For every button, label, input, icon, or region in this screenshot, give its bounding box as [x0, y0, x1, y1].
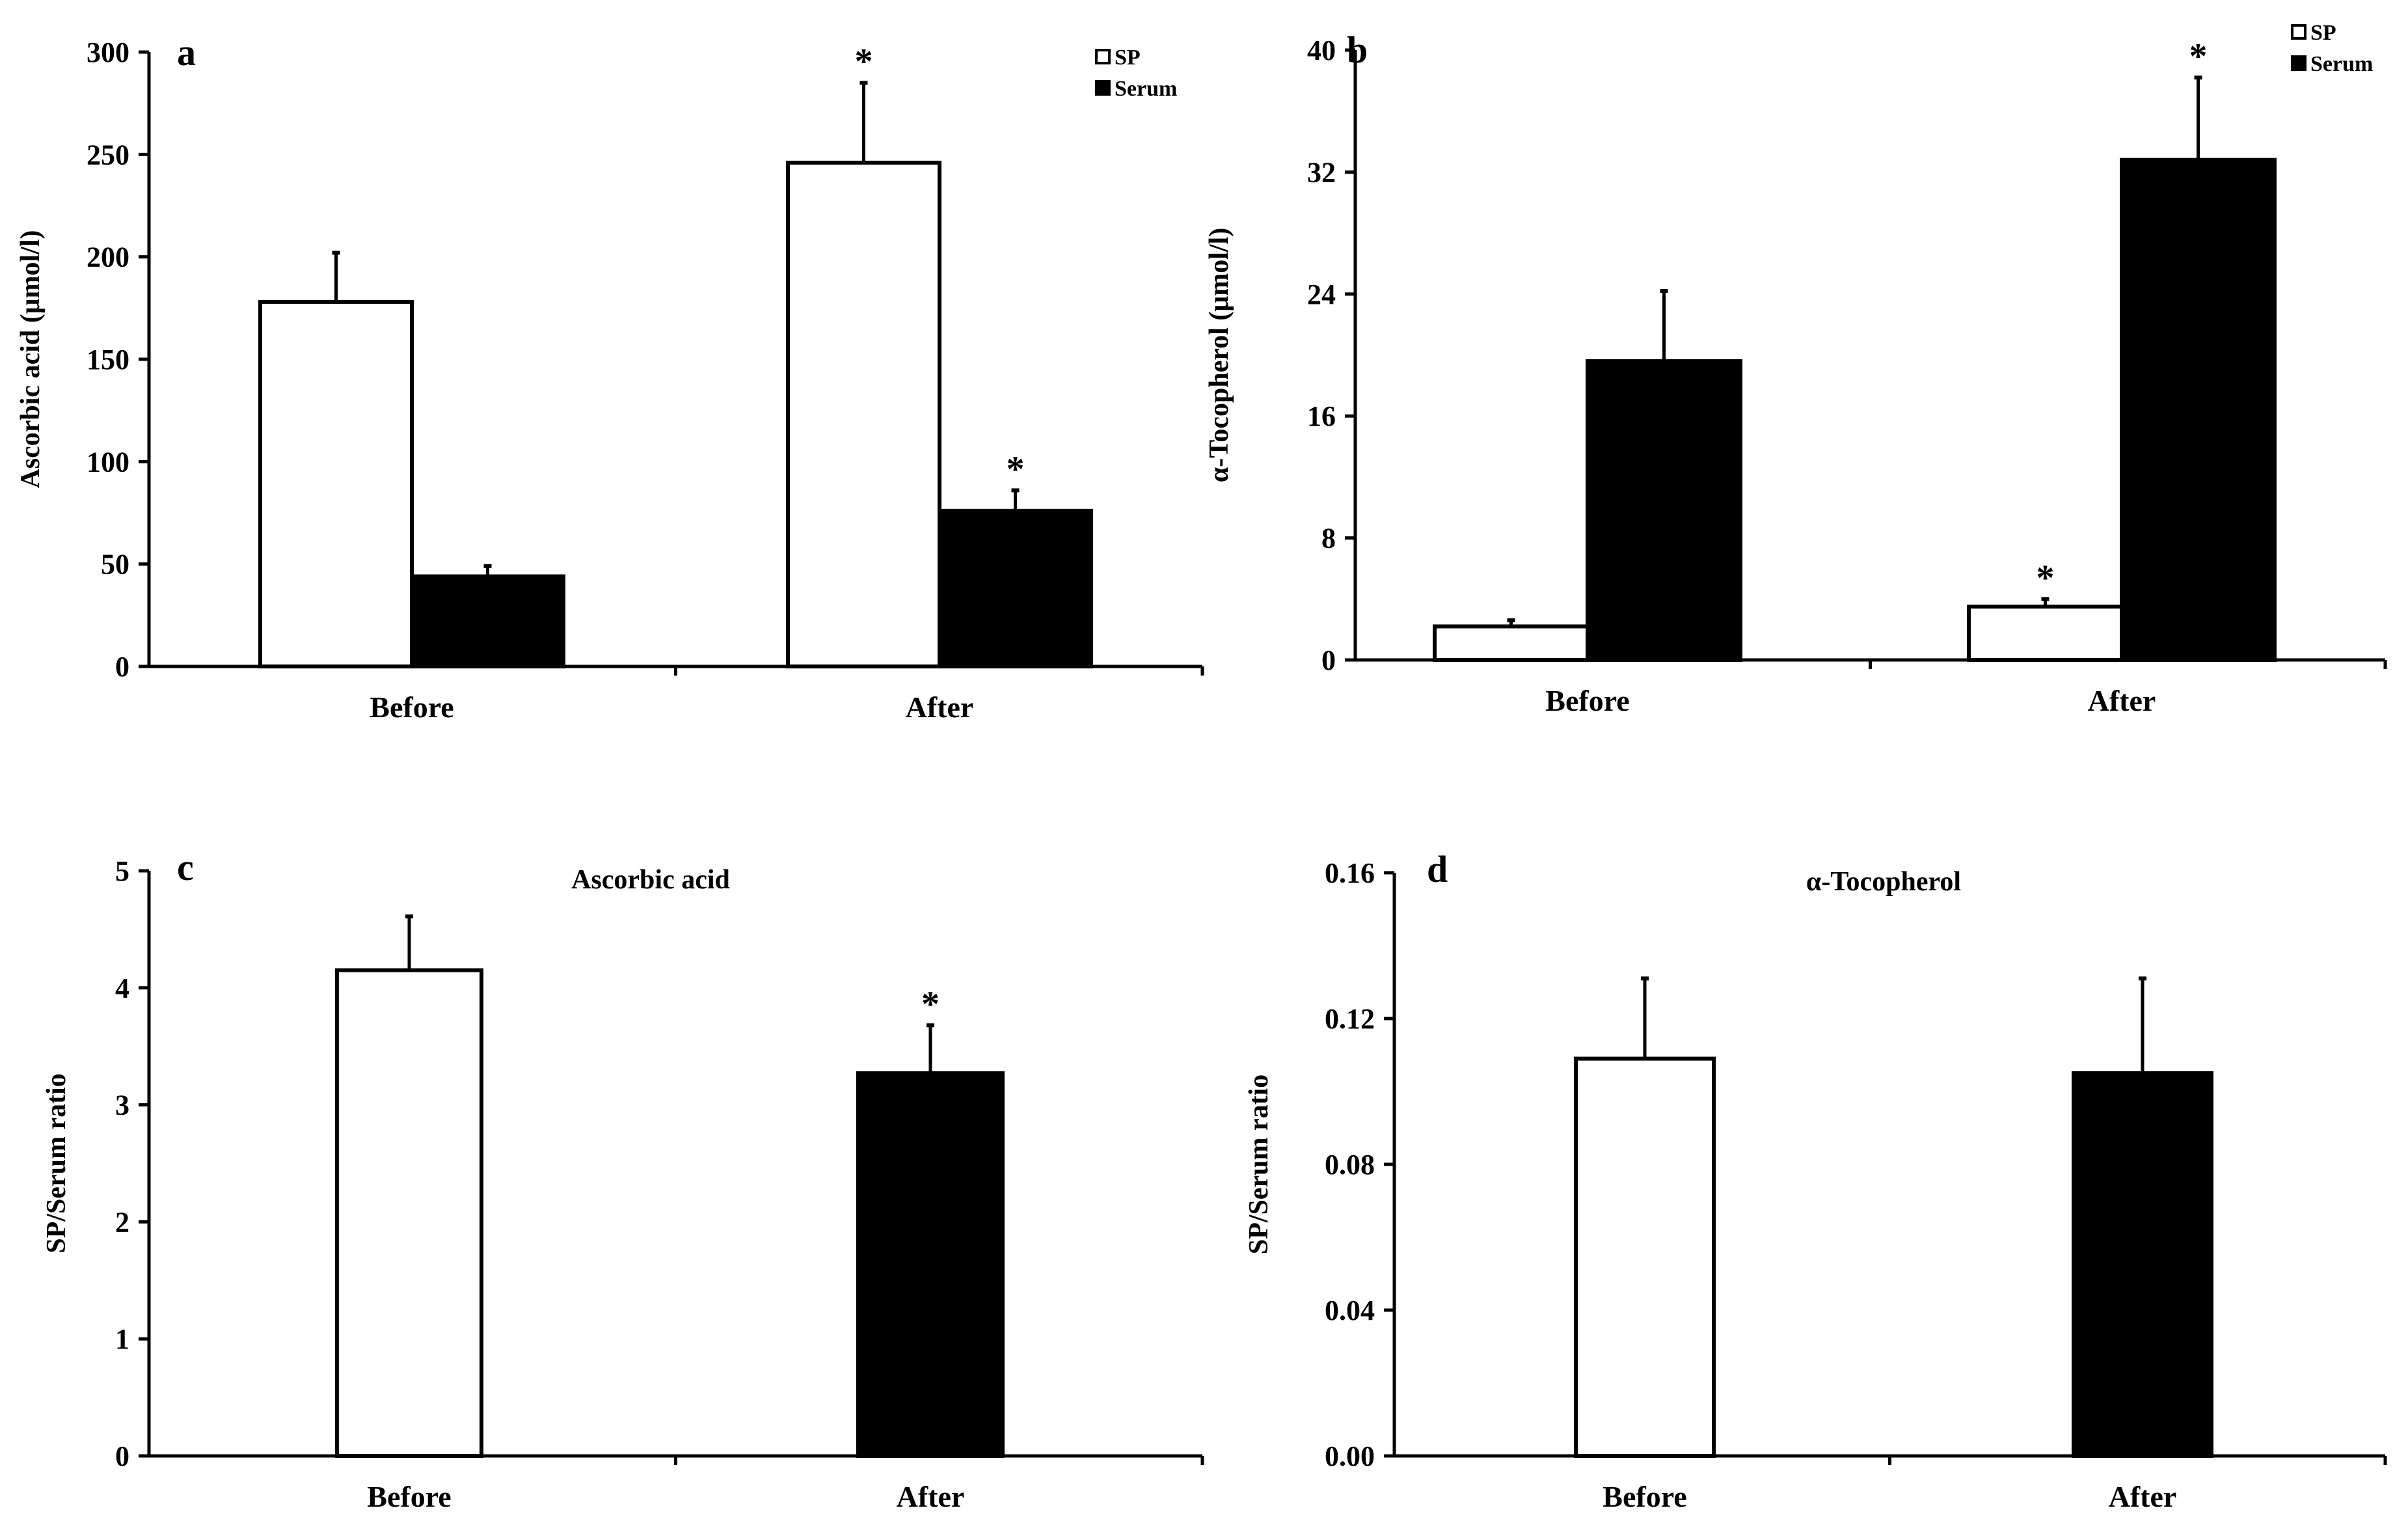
legend-label-serum: Serum — [2310, 52, 2373, 76]
bar-serum-after — [2120, 158, 2277, 663]
category-label-after: After — [2109, 1480, 2177, 1513]
y-tick-label: 24 — [1307, 279, 1336, 310]
bar-before — [1574, 1056, 1716, 1458]
panel-title: α-Tocopherol — [1806, 867, 1961, 897]
y-tick-label: 4 — [115, 972, 129, 1004]
panel-label: d — [1427, 848, 1448, 890]
significance-marker: * — [1007, 449, 1025, 489]
legend-label-serum: Serum — [1115, 77, 1177, 101]
y-tick-label: 250 — [87, 139, 129, 171]
significance-marker: * — [2189, 36, 2208, 77]
y-tick-label: 0.00 — [1325, 1440, 1375, 1472]
y-tick-label: 3 — [115, 1089, 129, 1121]
y-tick-label: 150 — [87, 344, 129, 376]
legend-label-sp: SP — [1115, 46, 1141, 70]
y-tick-label: 0.12 — [1325, 1003, 1375, 1035]
legend: SP Serum — [2291, 21, 2373, 76]
y-tick-label: 0 — [1321, 644, 1336, 676]
y-tick-label: 2 — [115, 1206, 129, 1238]
bar-sp-before — [258, 299, 414, 669]
chart-panel-b: 0 8 16 24 32 40 Before After α-Tocopherol (μmol/… — [1204, 21, 2387, 717]
bar-sp-after — [1967, 605, 2124, 663]
bar-serum-after — [938, 508, 1093, 668]
y-tick-label: 16 — [1307, 400, 1336, 432]
category-label-before: Before — [1603, 1480, 1686, 1513]
bar-serum-before — [410, 574, 565, 669]
chart-panel-c: 0 1 2 3 4 5 Before After SP/Serum ratio c Ascorbic… — [42, 846, 1204, 1513]
y-tick-label: 0.08 — [1325, 1149, 1375, 1181]
panel-label: c — [177, 846, 194, 888]
y-tick-label: 40 — [1307, 34, 1336, 66]
y-tick-label: 1 — [115, 1323, 129, 1355]
category-label-before: Before — [370, 691, 453, 724]
significance-marker: * — [855, 42, 873, 82]
y-axis-label: α-Tocopherol (μmol/l) — [1204, 228, 1234, 482]
y-tick-label: 8 — [1321, 523, 1336, 555]
panel-title: Ascorbic acid — [571, 865, 730, 895]
y-tick-label: 0.04 — [1325, 1294, 1375, 1326]
y-tick-label: 100 — [87, 446, 129, 478]
legend-swatch-serum — [2291, 55, 2307, 71]
chart-panel-a: 0 50 100 150 200 250 300 Before After Ascorbic ac… — [16, 31, 1204, 724]
y-tick-label: 5 — [115, 855, 129, 887]
y-tick-label: 0.16 — [1325, 857, 1375, 889]
y-axis-label: SP/Serum ratio — [42, 1073, 72, 1253]
bar-serum-before — [1586, 359, 1742, 662]
legend-swatch-sp — [2291, 24, 2307, 40]
legend-swatch-serum — [1095, 80, 1111, 96]
category-label-before: Before — [367, 1480, 451, 1513]
panel-label: b — [1347, 29, 1368, 71]
panel-label: a — [177, 31, 196, 74]
bar-before — [335, 968, 483, 1458]
y-axis-label: Ascorbic acid (μmol/l) — [16, 230, 46, 488]
legend: SP Serum — [1095, 46, 1177, 101]
category-label-before: Before — [1545, 684, 1629, 717]
y-tick-label: 0 — [115, 1440, 129, 1472]
y-tick-label: 50 — [101, 549, 129, 581]
legend-swatch-sp — [1095, 49, 1111, 64]
bar-after — [856, 1071, 1005, 1458]
bar-sp-before — [1433, 624, 1590, 663]
y-tick-label: 0 — [115, 651, 129, 683]
bar-sp-after — [786, 160, 941, 669]
y-tick-label: 300 — [87, 36, 129, 68]
y-tick-label: 32 — [1307, 156, 1336, 188]
bar-after — [2072, 1071, 2213, 1458]
category-label-after: After — [897, 1480, 965, 1513]
chart-panel-d: 0.00 0.04 0.08 0.12 0.16 Before After SP/Serum … — [1244, 848, 2387, 1513]
legend-label-sp: SP — [2310, 21, 2336, 45]
category-label-after: After — [906, 691, 974, 724]
significance-marker: * — [921, 984, 940, 1024]
y-tick-label: 200 — [87, 241, 129, 273]
category-label-after: After — [2088, 684, 2156, 717]
significance-marker: * — [2036, 558, 2055, 598]
y-axis-label: SP/Serum ratio — [1244, 1075, 1274, 1254]
